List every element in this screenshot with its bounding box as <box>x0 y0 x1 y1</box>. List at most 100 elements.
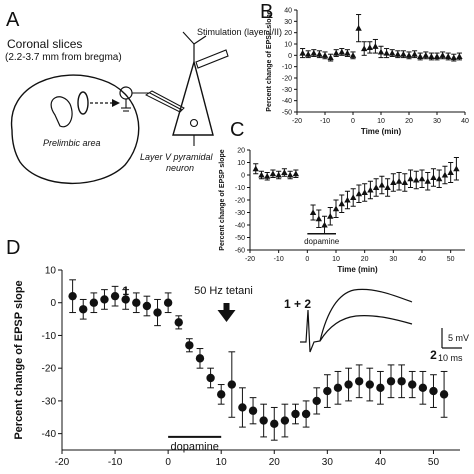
data-point <box>79 305 88 314</box>
slices-title: Coronal slices <box>7 37 82 51</box>
x-tick-label: 30 <box>322 457 334 468</box>
tetani-arrow-shaft <box>223 303 230 311</box>
data-point <box>68 291 77 301</box>
data-point <box>281 169 288 176</box>
chart-b: -20 -10 0 10 20 30 40 -50 -40 -30 -20 -10 0 10 20 30 40 T… <box>266 7 469 136</box>
y-tick-label: -40 <box>282 98 292 105</box>
data-point <box>389 49 396 56</box>
data-point <box>418 175 426 182</box>
x-tick-label: -20 <box>245 256 255 263</box>
data-point <box>89 298 99 307</box>
x-tick-label: 40 <box>461 118 469 125</box>
slices-subtitle: (2.2-3.7 mm from bregma) <box>5 52 122 63</box>
data-point <box>439 390 449 399</box>
data-point <box>361 189 368 196</box>
data-point <box>327 213 334 219</box>
y-axis-label: Percent change of EPSP slope <box>266 10 273 112</box>
data-point <box>390 179 397 186</box>
y-tick-label: -50 <box>282 109 292 116</box>
x-tick-label: 20 <box>405 118 413 125</box>
stimulation-label: Stimulation (layer I/II) <box>197 27 282 37</box>
data-point <box>286 171 294 178</box>
data-point <box>433 53 441 60</box>
data-point <box>401 179 408 186</box>
data-point <box>344 196 351 203</box>
data-point <box>450 54 457 61</box>
dendrite-branch-left <box>182 31 195 45</box>
data-point <box>395 178 403 184</box>
data-point <box>338 200 345 207</box>
y-tick-label: 10 <box>237 160 245 167</box>
data-point <box>195 354 205 363</box>
data-point <box>185 341 194 350</box>
data-point <box>355 190 363 197</box>
data-point <box>291 409 300 419</box>
data-point <box>217 390 226 399</box>
data-point <box>430 174 437 181</box>
data-point <box>110 291 120 301</box>
x-tick-label: 50 <box>447 256 455 263</box>
data-point <box>252 165 259 172</box>
data-point <box>333 49 340 56</box>
data-point <box>321 52 329 58</box>
data-point <box>350 194 357 201</box>
data-point <box>383 49 390 56</box>
epsp-trace-1 <box>300 288 413 353</box>
y-tick-label: 0 <box>50 298 56 309</box>
data-point <box>436 175 443 182</box>
data-point <box>142 301 152 311</box>
chart-d: -20 -10 0 10 20 30 40 50 -40 -30 -20 -10 0 10 Percent … <box>13 266 469 469</box>
data-point <box>299 49 306 56</box>
tetani-label: 50 Hz tetani <box>194 285 253 297</box>
data-point <box>227 380 237 389</box>
epsp-trace-2 <box>319 315 413 342</box>
data-point <box>121 295 130 304</box>
data-point <box>372 184 380 191</box>
y-tick-label: 10 <box>284 41 292 48</box>
data-point <box>355 24 362 31</box>
data-point <box>377 48 385 55</box>
data-point <box>456 53 463 60</box>
y-tick-label: -30 <box>235 210 245 217</box>
epsp-traces-inset <box>300 288 462 353</box>
panel-c-letter: C <box>230 119 244 141</box>
y-tick-label: -10 <box>282 64 292 71</box>
data-point <box>270 419 279 429</box>
data-point <box>338 48 345 55</box>
y-tick-label: 0 <box>241 172 245 179</box>
data-point <box>248 406 258 415</box>
x-tick-label: -10 <box>274 256 284 263</box>
data-point <box>394 51 401 57</box>
data-point <box>344 380 353 389</box>
y-tick-label: 30 <box>284 19 292 26</box>
y-axis-label: Percent change of EPSP slope <box>219 149 226 251</box>
prelimbic-region <box>77 91 89 115</box>
data-point <box>428 53 435 60</box>
data-point <box>327 54 334 61</box>
data-point <box>264 173 271 179</box>
x-tick-label: 40 <box>375 457 387 468</box>
data-point <box>418 383 428 393</box>
data-point <box>441 171 449 178</box>
neuron-label-line1: Layer V pyramidal <box>140 152 214 162</box>
ventricle-shape <box>50 96 73 128</box>
x-tick-label: 40 <box>418 256 426 263</box>
x-tick-label: 0 <box>351 118 355 125</box>
data-point <box>405 52 413 58</box>
y-tick-label: 20 <box>284 30 292 37</box>
y-tick-label: -20 <box>282 75 292 82</box>
scale-label-mv: 5 mV <box>448 333 469 343</box>
data-point <box>361 45 368 52</box>
tetani-arrow-icon <box>217 310 236 322</box>
data-point <box>163 298 173 307</box>
y-axis-label: Percent change of EPSP slope <box>13 280 25 439</box>
prelimbic-label: Prelimbic area <box>43 138 101 148</box>
data-point <box>417 53 424 60</box>
data-point <box>301 409 311 419</box>
data-point <box>411 51 418 57</box>
data-point <box>344 49 351 56</box>
data-point <box>259 416 268 425</box>
recording-wire <box>132 92 183 111</box>
dopamine-label: dopamine <box>304 237 340 246</box>
x-tick-label: 30 <box>433 118 441 125</box>
